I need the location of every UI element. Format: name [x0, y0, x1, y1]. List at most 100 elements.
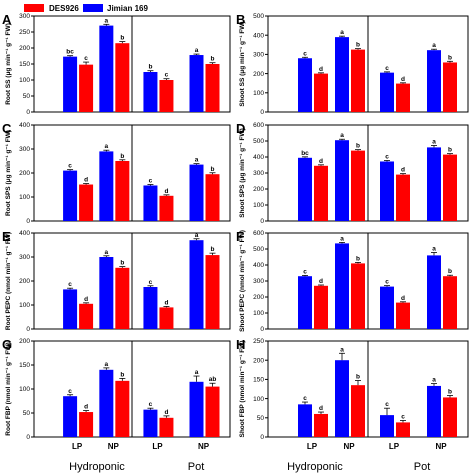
bar-F-DES926-3	[443, 276, 457, 329]
significance-letter-G: b	[120, 371, 124, 378]
bar-B-Jimian-169-3	[427, 50, 441, 112]
bar-D-Jimian-169-1	[335, 140, 349, 221]
group-label-hydroponic-right: Hydroponic	[287, 461, 343, 473]
legend-swatch-Jimian-169	[83, 4, 103, 12]
y-tick-label-D: 100	[253, 202, 264, 209]
significance-letter-H: b	[356, 374, 360, 381]
y-axis-label-A: Root SS (μg min⁻¹ g⁻¹ FW)	[5, 23, 12, 105]
significance-letter-B: c	[303, 50, 307, 57]
y-tick-label-F: 100	[253, 310, 264, 317]
bar-H-Jimian-169-3	[427, 385, 441, 437]
significance-letter-H: b	[448, 389, 452, 396]
y-tick-label-D: 0	[260, 218, 264, 225]
significance-letter-B: a	[340, 29, 344, 36]
bar-D-Jimian-169-0	[298, 157, 312, 221]
bar-D-Jimian-169-2	[380, 161, 394, 221]
bar-E-Jimian-169-0	[63, 289, 78, 329]
significance-letter-C: b	[211, 166, 215, 173]
bar-D-DES926-0	[314, 165, 328, 221]
significance-letter-A: c	[84, 55, 88, 62]
significance-letter-B: c	[385, 65, 389, 72]
bar-B-DES926-0	[314, 73, 328, 112]
x-tick-label-H-1: NP	[343, 442, 355, 451]
bar-B-Jimian-169-1	[335, 37, 349, 113]
bar-H-Jimian-169-0	[298, 404, 312, 437]
bar-D-DES926-1	[351, 150, 365, 221]
significance-letter-C: d	[164, 188, 168, 195]
y-tick-label-G: 200	[19, 338, 30, 345]
y-tick-label-C: 0	[26, 218, 30, 225]
panel-letter-F: F	[236, 229, 244, 244]
y-tick-label-B: 0	[260, 109, 264, 116]
bar-A-DES926-0	[79, 64, 94, 112]
significance-letter-D: bc	[301, 150, 309, 157]
significance-letter-F: c	[303, 268, 307, 275]
legend: DES926 Jimian 169	[24, 4, 148, 13]
group-label-hydroponic-left: Hydroponic	[69, 461, 125, 473]
legend-label-DES926: DES926	[49, 4, 79, 13]
bar-A-DES926-3	[205, 64, 220, 112]
bar-C-DES926-1	[115, 161, 130, 221]
group-label-pot-right: Pot	[414, 461, 431, 473]
significance-letter-D: d	[319, 158, 323, 165]
significance-letter-G: a	[105, 361, 109, 368]
y-tick-label-F: 600	[253, 230, 264, 237]
significance-letter-D: d	[401, 167, 405, 174]
panel-letter-G: G	[2, 337, 12, 352]
bar-H-DES926-3	[443, 397, 457, 437]
bar-F-DES926-0	[314, 285, 328, 329]
x-tick-label-G-2: LP	[152, 442, 163, 451]
y-tick-label-D: 200	[253, 186, 264, 193]
panel-letter-A: A	[2, 12, 12, 27]
bar-H-Jimian-169-1	[335, 360, 349, 437]
bar-F-DES926-1	[351, 263, 365, 329]
y-tick-label-B: 100	[253, 90, 264, 97]
bar-C-Jimian-169-0	[63, 170, 78, 221]
significance-letter-F: d	[319, 278, 323, 285]
y-tick-label-H: 200	[253, 357, 264, 364]
significance-letter-A: bc	[66, 49, 74, 56]
y-tick-label-B: 500	[253, 13, 264, 20]
y-tick-label-B: 400	[253, 32, 264, 39]
y-axis-label-D: Shoot SPS (μg min⁻¹ g⁻¹ FW)	[239, 128, 246, 218]
y-tick-label-A: 250	[19, 29, 30, 36]
bar-F-Jimian-169-2	[380, 286, 394, 329]
significance-letter-D: b	[356, 143, 360, 150]
significance-letter-A: a	[105, 17, 109, 24]
bar-H-Jimian-169-2	[380, 415, 394, 437]
y-tick-label-H: 150	[253, 377, 264, 384]
y-tick-label-G: 150	[19, 362, 30, 369]
significance-letter-E: b	[120, 260, 124, 267]
bar-F-Jimian-169-3	[427, 255, 441, 329]
y-tick-label-E: 100	[19, 302, 30, 309]
x-tick-label-H-0: LP	[307, 442, 318, 451]
y-tick-label-C: 200	[19, 170, 30, 177]
y-tick-label-E: 300	[19, 254, 30, 261]
bar-C-DES926-3	[205, 174, 220, 221]
significance-letter-A: b	[120, 35, 124, 42]
significance-letter-C: c	[68, 163, 72, 170]
y-tick-label-H: 0	[260, 434, 264, 441]
y-tick-label-F: 0	[260, 326, 264, 333]
bar-A-DES926-2	[159, 80, 174, 112]
bar-A-Jimian-169-0	[63, 56, 78, 112]
y-tick-label-E: 200	[19, 278, 30, 285]
y-tick-label-F: 300	[253, 278, 264, 285]
significance-letter-B: d	[319, 66, 323, 73]
bottom-labels: Hydroponic Pot Hydroponic Pot	[69, 461, 430, 473]
bar-A-DES926-1	[115, 43, 130, 113]
bar-D-Jimian-169-3	[427, 147, 441, 221]
significance-letter-H: c	[303, 395, 307, 402]
significance-letter-C: c	[149, 178, 153, 185]
group-label-pot-left: Pot	[188, 461, 205, 473]
significance-letter-H: a	[432, 377, 436, 384]
bar-E-DES926-1	[115, 267, 130, 329]
y-tick-label-B: 200	[253, 71, 264, 78]
y-tick-label-B: 300	[253, 52, 264, 59]
bar-E-Jimian-169-2	[143, 287, 158, 329]
significance-letter-C: a	[105, 143, 109, 150]
